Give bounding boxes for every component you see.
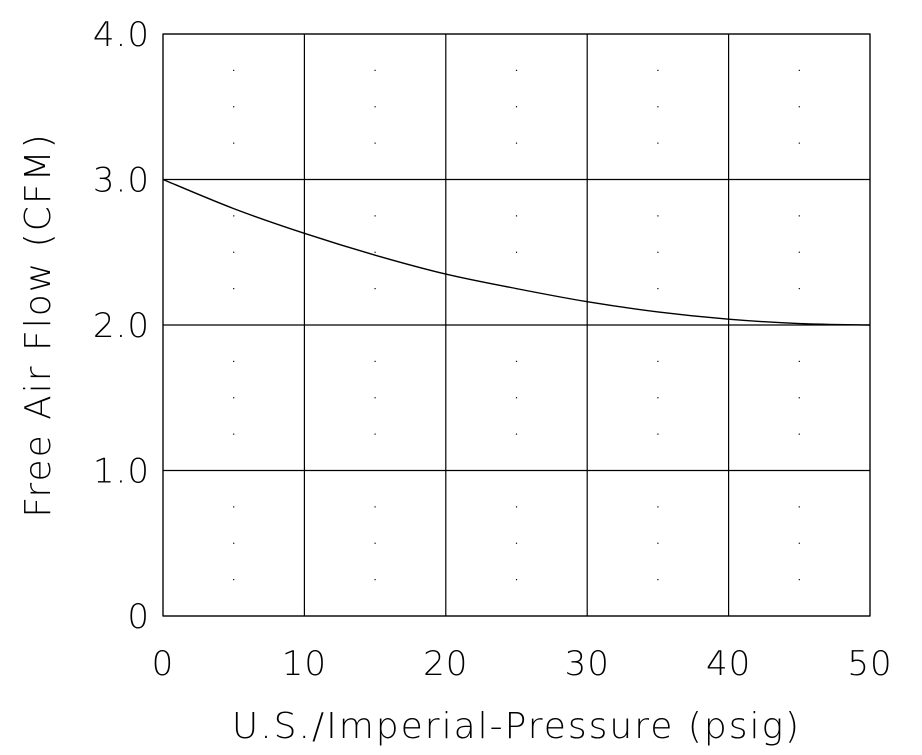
minor-grid-dot [515, 433, 518, 435]
minor-grid-dot [798, 360, 800, 362]
minor-grid-dot [515, 579, 518, 581]
x-tick-label: 0 [152, 644, 175, 684]
minor-grid-dot [374, 142, 376, 144]
minor-grid-dot [798, 288, 800, 290]
minor-grid-dot [798, 579, 800, 581]
minor-grid-dot [798, 251, 800, 253]
minor-grid-dot [515, 215, 518, 217]
y-tick-label: 4.0 [93, 15, 150, 55]
minor-grid-dot [515, 69, 518, 71]
minor-grid-dot [657, 215, 659, 217]
minor-grid-dot [515, 397, 518, 399]
minor-grid-dot [798, 397, 800, 399]
minor-grid-dot [374, 251, 376, 253]
minor-grid-dot [374, 579, 376, 581]
minor-grid-dot [657, 360, 659, 362]
minor-grid-dot [657, 142, 659, 144]
series-group [162, 178, 871, 326]
x-tick-label: 20 [423, 644, 468, 684]
minor-grid-dot [374, 506, 376, 508]
minor-grid-dot [374, 288, 376, 290]
series-line [162, 178, 871, 326]
x-axis-label: U.S./Imperial-Pressure (psig) [232, 706, 801, 747]
minor-grid-dot [233, 433, 235, 435]
minor-grid-dot [233, 360, 235, 362]
minor-grid-dot [233, 106, 235, 108]
minor-grid-dot [515, 142, 518, 144]
minor-grid-dot [515, 360, 518, 362]
minor-grid-dot [374, 433, 376, 435]
minor-grid-dot [657, 397, 659, 399]
minor-grid-dot [798, 433, 800, 435]
minor-grid-dot [515, 106, 518, 108]
minor-grid-dot [515, 251, 518, 253]
minor-grid-dot [657, 288, 659, 290]
minor-grid-dot [798, 542, 800, 544]
minor-grid-dot [798, 106, 800, 108]
minor-grid-dot [233, 142, 235, 144]
minor-grid-dot [798, 69, 800, 71]
x-tick-label: 10 [282, 644, 327, 684]
y-tick-labels: 0 1.0 2.0 3.0 4.0 [93, 15, 150, 637]
x-tick-label: 30 [565, 644, 610, 684]
minor-grid-dot [657, 506, 659, 508]
y-tick-label: 3.0 [93, 161, 150, 201]
minor-grid-dot [657, 579, 659, 581]
minor-grid-dot [657, 69, 659, 71]
minor-grid-dot [657, 433, 659, 435]
y-tick-label: 2.0 [93, 306, 150, 346]
minor-grid-dot [233, 397, 235, 399]
minor-grid-dot [233, 579, 235, 581]
minor-grid-dot [515, 506, 518, 508]
x-tick-labels: 0 10 20 30 40 50 [152, 644, 892, 684]
minor-grid-dot [374, 360, 376, 362]
minor-grid-dot [798, 142, 800, 144]
y-axis-label: Free Air Flow (CFM) [18, 132, 59, 517]
minor-grid-dot [374, 69, 376, 71]
minor-grid-dot [374, 397, 376, 399]
minor-grid-dot [798, 506, 800, 508]
x-tick-label: 40 [706, 644, 751, 684]
y-tick-label: 1.0 [93, 452, 150, 492]
minor-grid-dot [233, 69, 235, 71]
minor-grid-dot [233, 542, 235, 544]
minor-grid-dot [657, 106, 659, 108]
minor-grid-dot [798, 215, 800, 217]
x-tick-label: 50 [847, 644, 892, 684]
minor-grid-dot [374, 542, 376, 544]
y-tick-label: 0 [127, 597, 150, 637]
minor-grid-dot [374, 215, 376, 217]
major-grid-lines [162, 33, 871, 617]
minor-grid-dot [233, 215, 235, 217]
minor-grid-dot [515, 542, 518, 544]
minor-grid-dot [233, 288, 235, 290]
minor-grid-dot [233, 251, 235, 253]
minor-grid-dot [657, 542, 659, 544]
minor-grid-dot [233, 506, 235, 508]
minor-grid-dot [374, 106, 376, 108]
minor-grid-dot [657, 251, 659, 253]
